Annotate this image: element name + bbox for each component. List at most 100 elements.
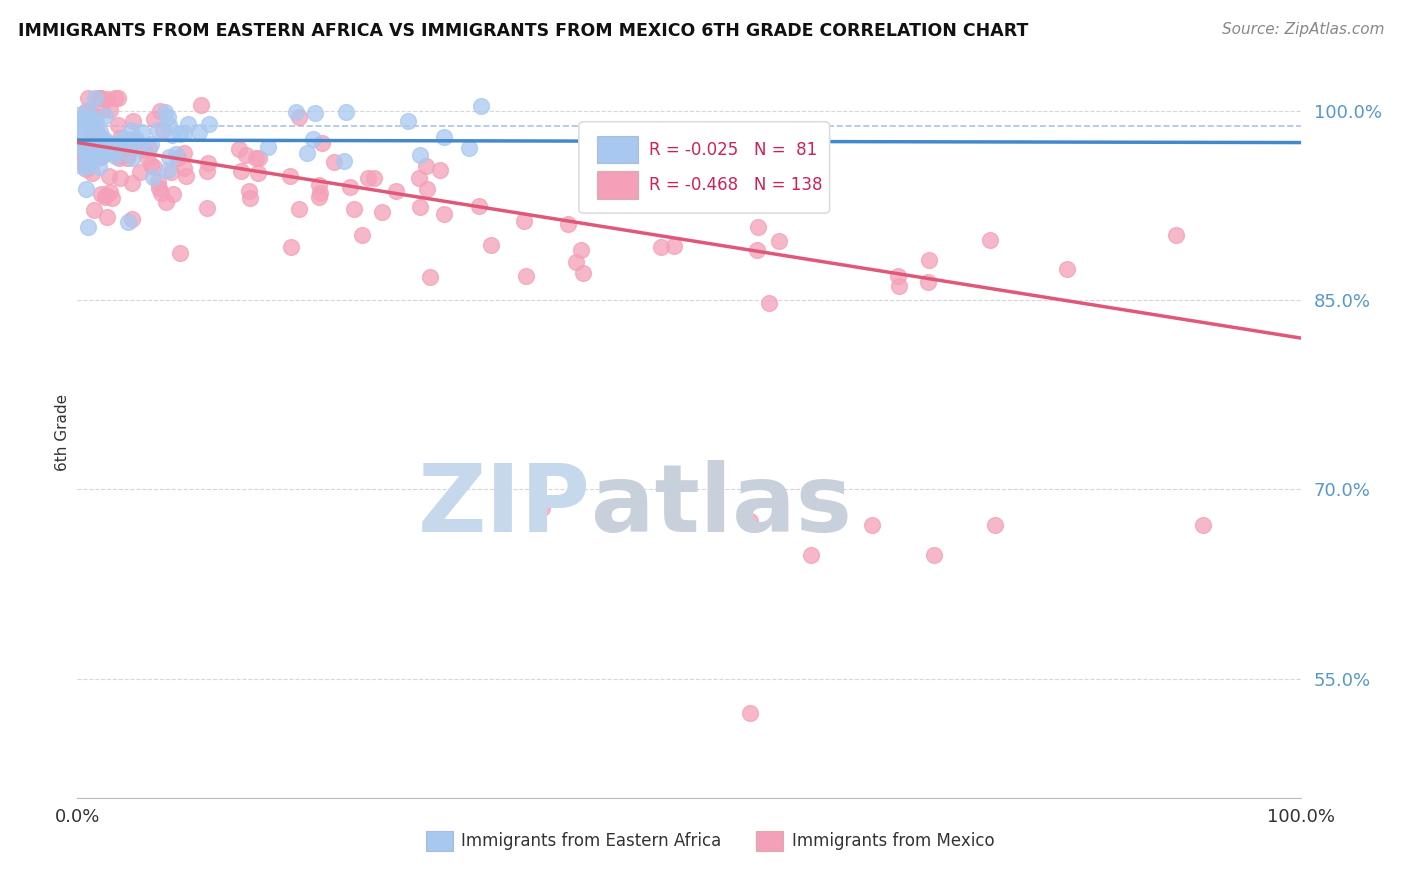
Point — [96, 92, 118, 106]
Point — [86, 151, 108, 165]
Point — [333, 153, 356, 168]
Point — [246, 166, 269, 180]
Point — [69, 128, 91, 143]
Point — [131, 125, 153, 139]
Point — [371, 205, 394, 219]
Point — [83, 143, 105, 157]
Point — [94, 110, 117, 124]
Point — [90, 149, 112, 163]
Point — [142, 169, 165, 184]
Point — [197, 155, 219, 169]
Point — [143, 160, 166, 174]
Point — [75, 103, 97, 118]
Point — [152, 123, 174, 137]
Point — [90, 136, 112, 150]
Point — [195, 163, 218, 178]
Text: Immigrants from Mexico: Immigrants from Mexico — [792, 831, 994, 850]
Point — [66, 116, 89, 130]
Point — [301, 132, 323, 146]
Point — [70, 136, 93, 151]
Point — [128, 165, 150, 179]
Point — [67, 108, 90, 122]
Point — [356, 171, 378, 186]
Point — [82, 122, 104, 136]
Point — [72, 111, 94, 125]
Point — [70, 155, 93, 169]
Point — [564, 255, 586, 269]
Point — [90, 103, 112, 117]
Point — [979, 233, 1001, 247]
Point — [747, 219, 769, 234]
Point — [84, 119, 107, 133]
Point — [89, 160, 111, 174]
Point — [107, 136, 129, 150]
Point — [103, 91, 125, 105]
Text: R = -0.468   N = 138: R = -0.468 N = 138 — [648, 176, 823, 194]
Point — [297, 146, 319, 161]
Point — [94, 146, 117, 161]
Point — [335, 105, 357, 120]
Point — [101, 137, 124, 152]
Point — [468, 199, 491, 213]
Point — [156, 163, 179, 178]
Point — [415, 159, 437, 173]
Point — [190, 98, 212, 112]
Point — [80, 112, 103, 126]
Point — [94, 187, 117, 202]
Point — [231, 163, 253, 178]
Point — [83, 203, 105, 218]
Point — [280, 169, 302, 183]
Point — [121, 211, 143, 226]
Point — [87, 138, 110, 153]
Point — [98, 185, 121, 199]
Point — [157, 150, 180, 164]
Point — [86, 125, 108, 139]
Point — [138, 141, 160, 155]
Point — [918, 252, 941, 267]
Point — [159, 165, 181, 179]
Point — [117, 148, 139, 162]
Point — [108, 149, 131, 163]
Point — [198, 117, 221, 131]
Point — [513, 213, 536, 227]
Point — [238, 191, 260, 205]
Point — [82, 132, 104, 146]
Text: ZIP: ZIP — [418, 459, 591, 552]
Point — [304, 105, 326, 120]
Point — [108, 151, 131, 165]
Point — [94, 190, 117, 204]
Bar — [426, 830, 453, 851]
Point — [188, 125, 211, 139]
Point — [94, 143, 117, 157]
Point — [70, 129, 93, 144]
Point — [572, 266, 595, 280]
Point — [97, 139, 120, 153]
Point — [758, 296, 780, 310]
Point — [72, 113, 94, 128]
Point — [1166, 228, 1188, 243]
Point — [110, 131, 132, 145]
FancyBboxPatch shape — [579, 121, 830, 213]
Point — [77, 91, 100, 105]
Point — [740, 706, 762, 720]
Point — [257, 140, 280, 154]
Point — [69, 141, 91, 155]
Point — [308, 178, 330, 193]
Point — [308, 190, 330, 204]
Point — [97, 169, 120, 184]
Point — [631, 194, 654, 209]
Point — [740, 514, 762, 528]
Point — [886, 269, 908, 284]
Point — [479, 237, 502, 252]
Point — [73, 133, 96, 147]
Point — [322, 155, 344, 169]
Point — [396, 114, 419, 128]
Point — [173, 161, 195, 176]
Point — [433, 207, 456, 221]
Point — [67, 138, 90, 153]
Point — [76, 149, 98, 163]
Point — [77, 106, 100, 120]
Point — [768, 234, 790, 248]
Point — [132, 143, 155, 157]
Point — [89, 125, 111, 139]
